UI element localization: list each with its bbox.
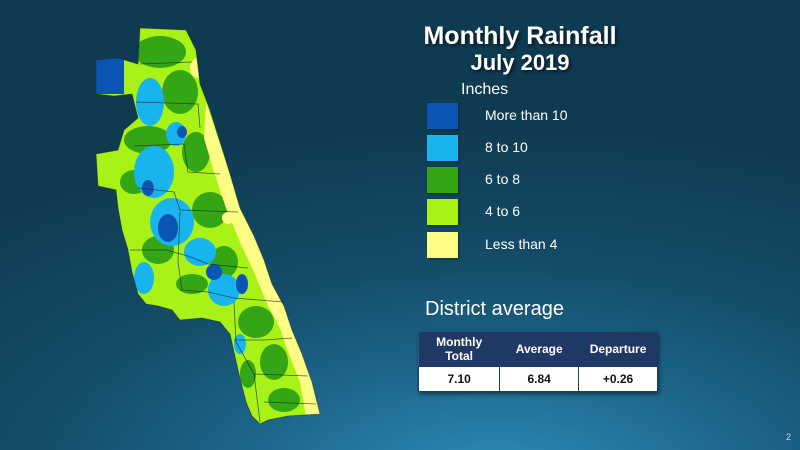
column-header: Departure bbox=[578, 332, 658, 367]
legend-label: Less than 4 bbox=[485, 236, 558, 252]
legend-unit: Inches bbox=[461, 81, 509, 98]
legend-swatch bbox=[427, 135, 458, 161]
monthly-total-value: 7.10 bbox=[417, 366, 501, 392]
legend-label: 6 to 8 bbox=[485, 171, 521, 187]
departure-value: +0.26 bbox=[578, 366, 658, 392]
legend-swatch bbox=[427, 167, 458, 193]
average-value: 6.84 bbox=[499, 366, 580, 392]
column-header: Average bbox=[499, 332, 579, 367]
rainfall-map bbox=[88, 22, 328, 432]
district-average-table: Monthly Total Average Departure 7.10 6.8… bbox=[417, 332, 658, 392]
legend-label: 4 to 6 bbox=[485, 203, 521, 219]
legend-swatch bbox=[427, 103, 458, 129]
column-header: Monthly Total bbox=[418, 332, 500, 367]
table-row: 7.10 6.84 +0.26 bbox=[417, 366, 658, 392]
slide-number: 2 bbox=[786, 432, 792, 442]
legend-label: 8 to 10 bbox=[485, 139, 528, 155]
legend-swatch bbox=[427, 232, 458, 258]
map-subtitle: July 2019 bbox=[470, 50, 570, 75]
rainfall-map-svg bbox=[95, 27, 321, 425]
legend-swatch bbox=[427, 199, 458, 225]
district-average-heading: District average bbox=[425, 298, 564, 320]
legend-label: More than 10 bbox=[485, 107, 568, 123]
table-header-row: Monthly Total Average Departure bbox=[418, 332, 658, 367]
map-title: Monthly Rainfall bbox=[423, 22, 617, 50]
